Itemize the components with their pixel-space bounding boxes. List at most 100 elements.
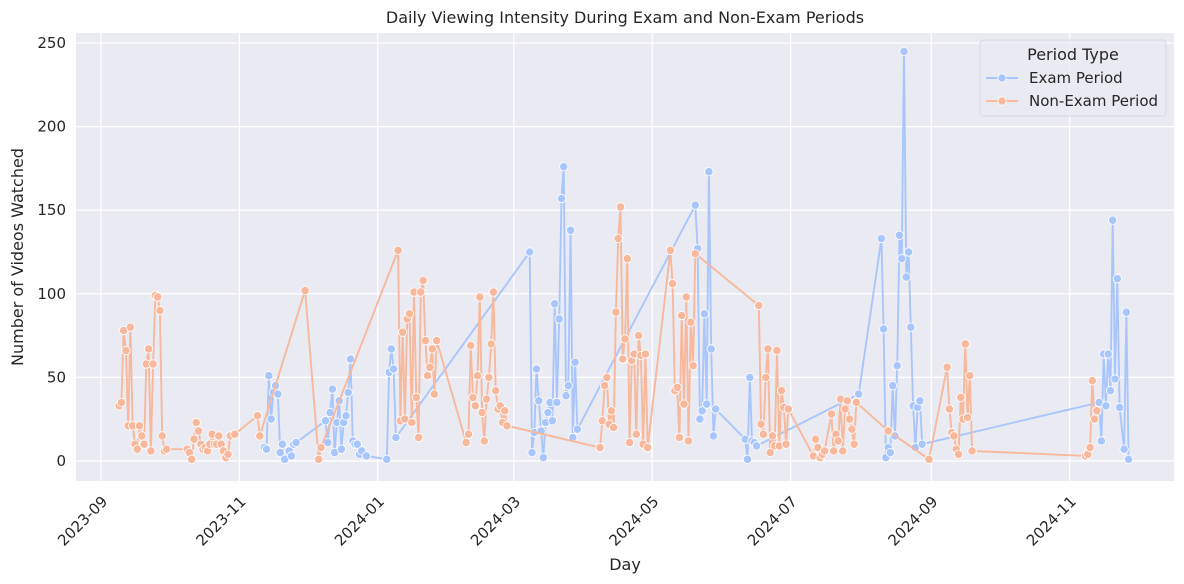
data-point (690, 200, 700, 210)
data-point (552, 397, 562, 407)
data-point (783, 404, 793, 414)
data-point (620, 334, 630, 344)
data-point (554, 314, 564, 324)
data-point (915, 396, 925, 406)
data-point (361, 451, 371, 461)
data-point (851, 397, 862, 407)
data-point (393, 245, 403, 255)
data-point (643, 442, 653, 453)
data-point (742, 454, 753, 464)
data-point (897, 254, 907, 264)
data-point (1092, 406, 1102, 416)
data-point (953, 449, 964, 459)
data-point (572, 424, 583, 434)
data-point (704, 167, 714, 177)
data-point (679, 399, 689, 409)
data-point (615, 202, 626, 212)
data-point (892, 361, 902, 371)
data-point (854, 389, 864, 399)
x-tick-label: 2024-07 (744, 493, 801, 550)
data-point (1124, 454, 1134, 464)
data-point (538, 452, 548, 463)
data-point (320, 416, 331, 426)
data-point (677, 310, 687, 321)
data-point (486, 339, 496, 349)
data-point (776, 386, 787, 396)
data-point (888, 381, 898, 391)
data-point (500, 406, 510, 416)
x-tick-label: 2024-01 (331, 493, 388, 550)
data-point (132, 444, 142, 454)
data-point (595, 442, 605, 453)
data-point (885, 447, 896, 458)
data-point (1121, 307, 1132, 317)
data-point (1115, 402, 1125, 412)
data-point (765, 447, 775, 458)
data-point (754, 300, 764, 311)
data-point (688, 361, 698, 371)
data-point (121, 345, 131, 356)
legend-label: Non-Exam Period (1029, 92, 1158, 110)
data-point (763, 344, 773, 354)
data-point (618, 354, 628, 364)
legend-box (979, 39, 1167, 117)
data-point (899, 46, 909, 57)
data-point (699, 309, 710, 319)
data-point (261, 444, 272, 454)
x-axis-title: Day (609, 555, 641, 574)
data-point (876, 234, 887, 244)
data-point (1096, 436, 1107, 446)
data-point (418, 275, 428, 285)
x-tick-label: 2023-09 (54, 493, 111, 550)
data-point (917, 439, 927, 449)
data-point (472, 371, 483, 381)
data-point (756, 419, 766, 429)
data-point (193, 426, 204, 436)
series-layer (114, 46, 1134, 464)
y-tick-label: 250 (37, 34, 66, 52)
legend-item: Exam Period (986, 69, 1123, 87)
data-point (300, 285, 310, 295)
data-point (602, 372, 612, 382)
data-point (711, 404, 721, 414)
data-point (316, 442, 326, 453)
series-0 (259, 46, 1134, 464)
data-point (609, 422, 619, 433)
data-point (386, 344, 396, 354)
data-point (826, 409, 837, 419)
y-axis-title: Number of Videos Watched (8, 148, 27, 366)
data-point (273, 389, 283, 399)
data-point (466, 340, 476, 351)
data-point (695, 414, 705, 424)
x-tick-label: 2023-11 (193, 493, 250, 550)
data-point (1105, 386, 1116, 396)
data-point (223, 449, 233, 459)
data-point (1119, 444, 1129, 454)
data-point (388, 364, 399, 374)
data-point (924, 454, 934, 464)
data-point (189, 434, 199, 444)
data-point (1087, 376, 1097, 386)
legend-title: Period Type (1027, 45, 1119, 64)
data-point (314, 454, 324, 464)
data-point (382, 454, 392, 464)
series-line (263, 50, 1130, 461)
data-point (613, 234, 623, 244)
data-point (352, 439, 362, 449)
data-point (491, 386, 501, 396)
data-point (819, 446, 830, 456)
data-point (407, 417, 417, 428)
data-point (942, 362, 952, 372)
x-tick-label: 2024-09 (884, 493, 941, 550)
legend-marker (997, 73, 1007, 83)
y-tick-label: 50 (47, 368, 66, 386)
data-point (477, 407, 487, 418)
data-point (633, 330, 644, 341)
data-point (967, 446, 977, 456)
data-point (468, 392, 478, 402)
data-point (1085, 442, 1095, 453)
data-point (214, 431, 224, 441)
data-point (398, 327, 408, 337)
x-tick-label: 2024-03 (467, 493, 524, 550)
